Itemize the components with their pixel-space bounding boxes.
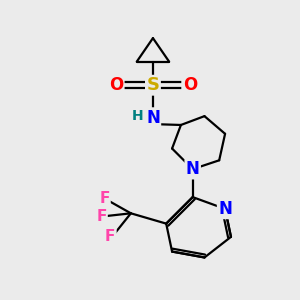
Text: F: F bbox=[99, 191, 110, 206]
Text: H: H bbox=[132, 109, 143, 123]
Text: S: S bbox=[146, 76, 159, 94]
Text: F: F bbox=[105, 230, 116, 244]
Text: F: F bbox=[96, 209, 106, 224]
Text: N: N bbox=[186, 160, 200, 178]
Text: N: N bbox=[218, 200, 232, 218]
Text: O: O bbox=[109, 76, 123, 94]
Text: O: O bbox=[183, 76, 197, 94]
Text: N: N bbox=[146, 109, 160, 127]
